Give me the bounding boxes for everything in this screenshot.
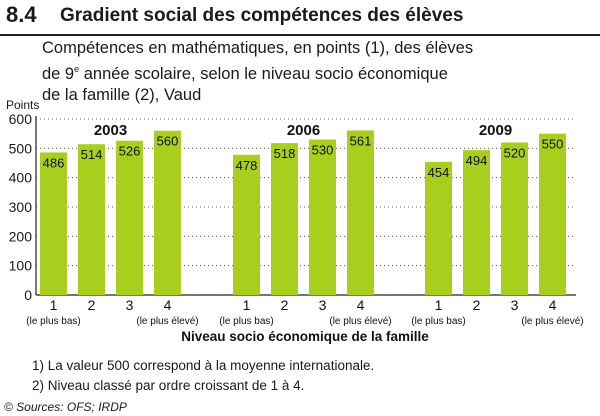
y-tick-label: 300 [9, 199, 33, 215]
bar [116, 140, 143, 295]
y-tick-label: 600 [9, 111, 33, 127]
bar-value-label: 518 [274, 146, 296, 161]
x-tick-label: 2 [473, 297, 481, 313]
source-credit: © Sources: OFS; IRDP [4, 400, 127, 414]
x-tick-label: 3 [511, 297, 519, 313]
x-tick-sublabel: (le plus élevé) [136, 316, 198, 327]
figure-number: 8.4 [6, 2, 37, 27]
y-tick-label: 500 [9, 140, 33, 156]
x-tick-label: 2 [281, 297, 289, 313]
bar [154, 130, 181, 295]
bar-value-label: 486 [43, 155, 65, 170]
x-tick-sublabel: (le plus élevé) [329, 316, 391, 327]
bar [463, 150, 490, 295]
bar [425, 161, 452, 295]
bar-value-label: 560 [157, 134, 179, 149]
subtitle-line-2: de 9e année scolaire, selon le niveau so… [42, 59, 582, 85]
x-tick-label: 1 [435, 297, 443, 313]
y-tick-label: 100 [9, 258, 33, 274]
y-tick-label: 0 [24, 287, 32, 303]
footnote-2: 2) Niveau classé par ordre croissant de … [32, 378, 305, 393]
bar-value-label: 520 [504, 145, 526, 160]
x-tick-sublabel: (le plus bas) [26, 316, 80, 327]
bar [309, 139, 336, 295]
group-label: 2009 [479, 122, 512, 139]
bar [347, 130, 374, 295]
figure-title: Gradient social des compétences des élèv… [60, 5, 464, 26]
footnote-1: 1) La valeur 500 correspond à la moyenne… [32, 358, 375, 373]
bar-value-label: 454 [428, 165, 450, 180]
subtitle-superscript: e [74, 64, 80, 74]
x-tick-label: 2 [88, 297, 96, 313]
x-tick-sublabel: (le plus bas) [411, 316, 465, 327]
x-tick-label: 4 [164, 297, 172, 313]
bar [501, 142, 528, 295]
bar-value-label: 478 [236, 158, 258, 173]
bar [539, 133, 566, 295]
bar [40, 152, 67, 295]
x-tick-label: 4 [549, 297, 557, 313]
bar-value-label: 561 [350, 133, 372, 148]
y-tick-label: 200 [9, 228, 33, 244]
y-axis-title: Points [6, 98, 39, 112]
bar-chart: Points 0 100 200 300 400 500 600 2003 486 1 (le plu… [6, 98, 584, 344]
bar-value-label: 550 [542, 137, 564, 152]
subtitle-line-1: Compétences en mathématiques, en points … [42, 39, 474, 57]
footnotes: 1) La valeur 500 correspond à la moyenne… [32, 356, 374, 396]
figure-subtitle: Compétences en mathématiques, en points … [42, 38, 582, 106]
subtitle-line-2-start: de 9 [42, 65, 75, 83]
x-tick-label: 3 [319, 297, 327, 313]
bar-value-label: 494 [466, 153, 488, 168]
bar [271, 143, 298, 295]
x-tick-label: 1 [243, 297, 251, 313]
x-tick-label: 4 [357, 297, 365, 313]
bar-value-label: 514 [81, 147, 103, 162]
y-tick-label: 400 [9, 170, 33, 186]
group-label: 2003 [94, 122, 127, 139]
group-label: 2006 [287, 122, 320, 139]
bar [78, 144, 105, 295]
x-tick-sublabel: (le plus bas) [219, 316, 273, 327]
subtitle-line-2-end: année scolaire, selon le niveau socio éc… [79, 65, 448, 83]
figure-header: 8.4 Gradient social des compétences des … [0, 0, 600, 36]
subtitle-line-3: de la famille (2), Vaud [42, 86, 202, 104]
bar-value-label: 526 [119, 144, 141, 159]
x-axis-title: Niveau socio économique de la famille [181, 329, 429, 344]
x-tick-sublabel: (le plus élevé) [521, 316, 583, 327]
bar [233, 154, 260, 295]
bar-value-label: 530 [312, 143, 334, 158]
x-tick-label: 1 [50, 297, 58, 313]
x-tick-label: 3 [126, 297, 134, 313]
